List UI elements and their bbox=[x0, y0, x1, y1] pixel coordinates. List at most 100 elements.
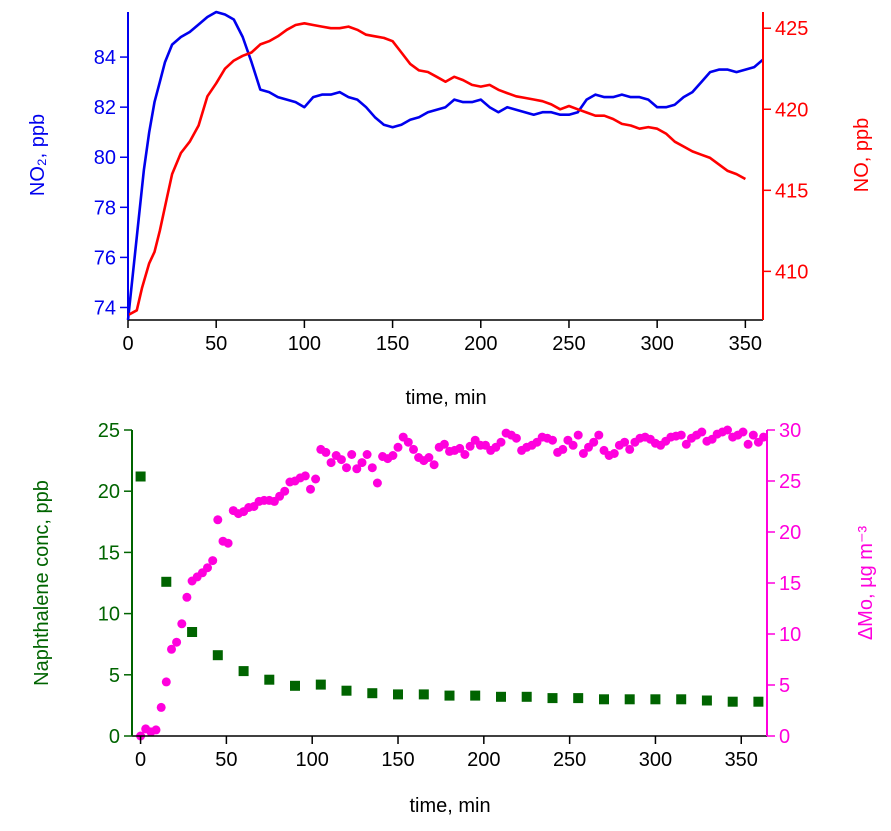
p1-series-1-point-45 bbox=[367, 463, 377, 473]
p1-series-1-point-82 bbox=[558, 444, 568, 454]
p0-series-line-1 bbox=[127, 22, 747, 317]
p1-series-0-point-13 bbox=[470, 690, 481, 701]
p1-series-0-point-5 bbox=[264, 674, 275, 685]
p1-series-1-point-73 bbox=[511, 433, 521, 443]
p0-left-tick-label-0: 74 bbox=[94, 297, 116, 319]
p1-series-1-point-114 bbox=[723, 425, 732, 435]
p1-right-tick-label-4: 20 bbox=[779, 522, 801, 544]
p1-series-1-point-70 bbox=[496, 437, 506, 447]
p1-x-tick-label-4: 200 bbox=[467, 749, 500, 771]
p1-series-1-point-59 bbox=[439, 439, 449, 449]
p1-series-1-point-8 bbox=[177, 619, 187, 629]
p1-series-1-point-28 bbox=[280, 486, 290, 496]
p1-series-1-point-6 bbox=[167, 644, 176, 654]
p1-x-tick-label-5: 250 bbox=[553, 749, 586, 771]
p1-right-tick-label-5: 25 bbox=[779, 471, 801, 493]
p1-x-tick-label-1: 50 bbox=[215, 749, 237, 771]
p0-right-tick-label-3: 425 bbox=[775, 18, 808, 40]
p1-series-1-point-95 bbox=[625, 444, 635, 454]
p1-series-1-point-80 bbox=[548, 435, 557, 445]
p1-right-tick-label-1: 5 bbox=[779, 675, 790, 697]
p0-left-tick-label-1: 76 bbox=[94, 247, 116, 269]
p1-series-0-point-20 bbox=[650, 694, 661, 705]
p0-axes-group: 0 50 100 150 200 250 300 350 74 76 78 80 82 84 410 415 4… bbox=[94, 12, 808, 355]
p0-left-tick-label-4: 82 bbox=[94, 97, 116, 119]
p1-series-1-point-5 bbox=[161, 677, 171, 687]
naphthalene-mass-scatter-chart: 0 50 100 150 200 250 300 3500510152025051015202… bbox=[31, 420, 877, 817]
p1-left-tick-label-5: 25 bbox=[98, 420, 120, 442]
p1-x-tick-label-2: 100 bbox=[296, 749, 329, 771]
p0-right-tick-label-2: 420 bbox=[775, 99, 808, 121]
p1-series-0-point-19 bbox=[624, 694, 635, 705]
p1-series-0-point-17 bbox=[573, 693, 584, 704]
p1-series-1-point-7 bbox=[172, 637, 182, 647]
p0-left-axis-title: NO₂, ppb bbox=[27, 114, 49, 196]
p1-series-1-point-85 bbox=[573, 430, 583, 440]
p1-series-0-point-6 bbox=[290, 680, 300, 691]
p1-series-0-point-3 bbox=[212, 650, 223, 661]
p1-right-tick-label-6: 30 bbox=[779, 420, 801, 442]
p0-series-line-0 bbox=[126, 10, 764, 321]
p0-x-tick-label-7: 350 bbox=[729, 333, 762, 355]
p1-series-0-point-18 bbox=[599, 694, 609, 705]
p1-series-1-point-53 bbox=[409, 444, 418, 454]
p0-x-tick-label-3: 150 bbox=[376, 333, 409, 355]
p1-series-0-point-2 bbox=[187, 627, 198, 637]
p1-left-tick-label-3: 15 bbox=[98, 542, 120, 564]
p1-series-1-point-119 bbox=[748, 430, 758, 440]
p1-series-1-point-3 bbox=[151, 725, 161, 735]
p1-series-0-point-15 bbox=[521, 691, 532, 702]
p1-series-1-point-117 bbox=[738, 427, 748, 437]
p1-series-1-point-40 bbox=[342, 463, 351, 473]
p1-series-0-point-8 bbox=[341, 685, 352, 696]
p0-x-tick-label-1: 50 bbox=[205, 333, 227, 355]
p1-series-1-point-17 bbox=[223, 538, 233, 548]
p0-right-tick-label-0: 410 bbox=[775, 261, 808, 283]
p1-axes-group: 0 50 100 150 200 250 300 3500510152025051015202… bbox=[98, 420, 802, 771]
p0-x-tick-label-6: 300 bbox=[640, 333, 673, 355]
p0-left-tick-label-5: 84 bbox=[94, 47, 116, 69]
p1-series-1-point-50 bbox=[393, 442, 403, 452]
p1-series-1-point-88 bbox=[589, 437, 599, 447]
p1-series-1-point-49 bbox=[388, 451, 398, 460]
p1-x-tick-label-6: 300 bbox=[639, 749, 672, 771]
p1-x-axis-title: time, min bbox=[409, 795, 490, 817]
p1-series-1-point-34 bbox=[311, 474, 321, 484]
p1-series-0-point-7 bbox=[315, 679, 326, 690]
p1-series-1-point-56 bbox=[424, 453, 434, 462]
p1-series-1-point-89 bbox=[594, 430, 604, 440]
p1-series-1-point-52 bbox=[403, 437, 413, 447]
p1-series-0-point-1 bbox=[161, 576, 172, 587]
p1-series-0-point-10 bbox=[393, 689, 403, 700]
p0-right-tick-label-1: 415 bbox=[775, 180, 808, 202]
p1-series-1-point-63 bbox=[460, 450, 470, 459]
p1-series-0-point-0 bbox=[135, 471, 146, 482]
p1-series-0-point-11 bbox=[418, 689, 429, 700]
p1-series-1-point-15 bbox=[213, 515, 223, 525]
p1-left-tick-label-1: 5 bbox=[109, 665, 120, 687]
p1-series-0-point-23 bbox=[727, 696, 738, 707]
p1-left-tick-label-0: 0 bbox=[109, 726, 120, 748]
p1-series-1-point-41 bbox=[347, 450, 357, 459]
p1-series-1-point-44 bbox=[362, 450, 372, 459]
p1-series-1-point-32 bbox=[300, 471, 310, 481]
p0-x-axis-title: time, min bbox=[405, 387, 486, 409]
p0-x-tick-label-0: 0 bbox=[122, 333, 133, 355]
p1-left-tick-label-4: 20 bbox=[98, 481, 120, 503]
p1-series-1-point-43 bbox=[357, 458, 367, 468]
p1-series-0-point-4 bbox=[238, 666, 249, 677]
p0-right-axis-title: NO, ppb bbox=[851, 118, 873, 192]
p1-right-tick-label-0: 0 bbox=[779, 726, 790, 748]
p1-series-0-point-21 bbox=[676, 694, 687, 705]
p1-series-1-point-64 bbox=[465, 441, 475, 451]
p1-series-1-point-62 bbox=[455, 443, 465, 453]
p1-series-1-point-109 bbox=[697, 427, 707, 437]
p1-series-1-point-121 bbox=[759, 432, 769, 442]
p1-series-0-point-12 bbox=[444, 690, 455, 701]
p1-x-tick-label-3: 150 bbox=[381, 749, 414, 771]
p1-series-1-point-42 bbox=[352, 464, 362, 474]
p1-series-1-point-39 bbox=[336, 455, 346, 465]
p0-left-tick-label-3: 80 bbox=[94, 147, 116, 169]
p0-x-tick-label-2: 100 bbox=[288, 333, 321, 355]
